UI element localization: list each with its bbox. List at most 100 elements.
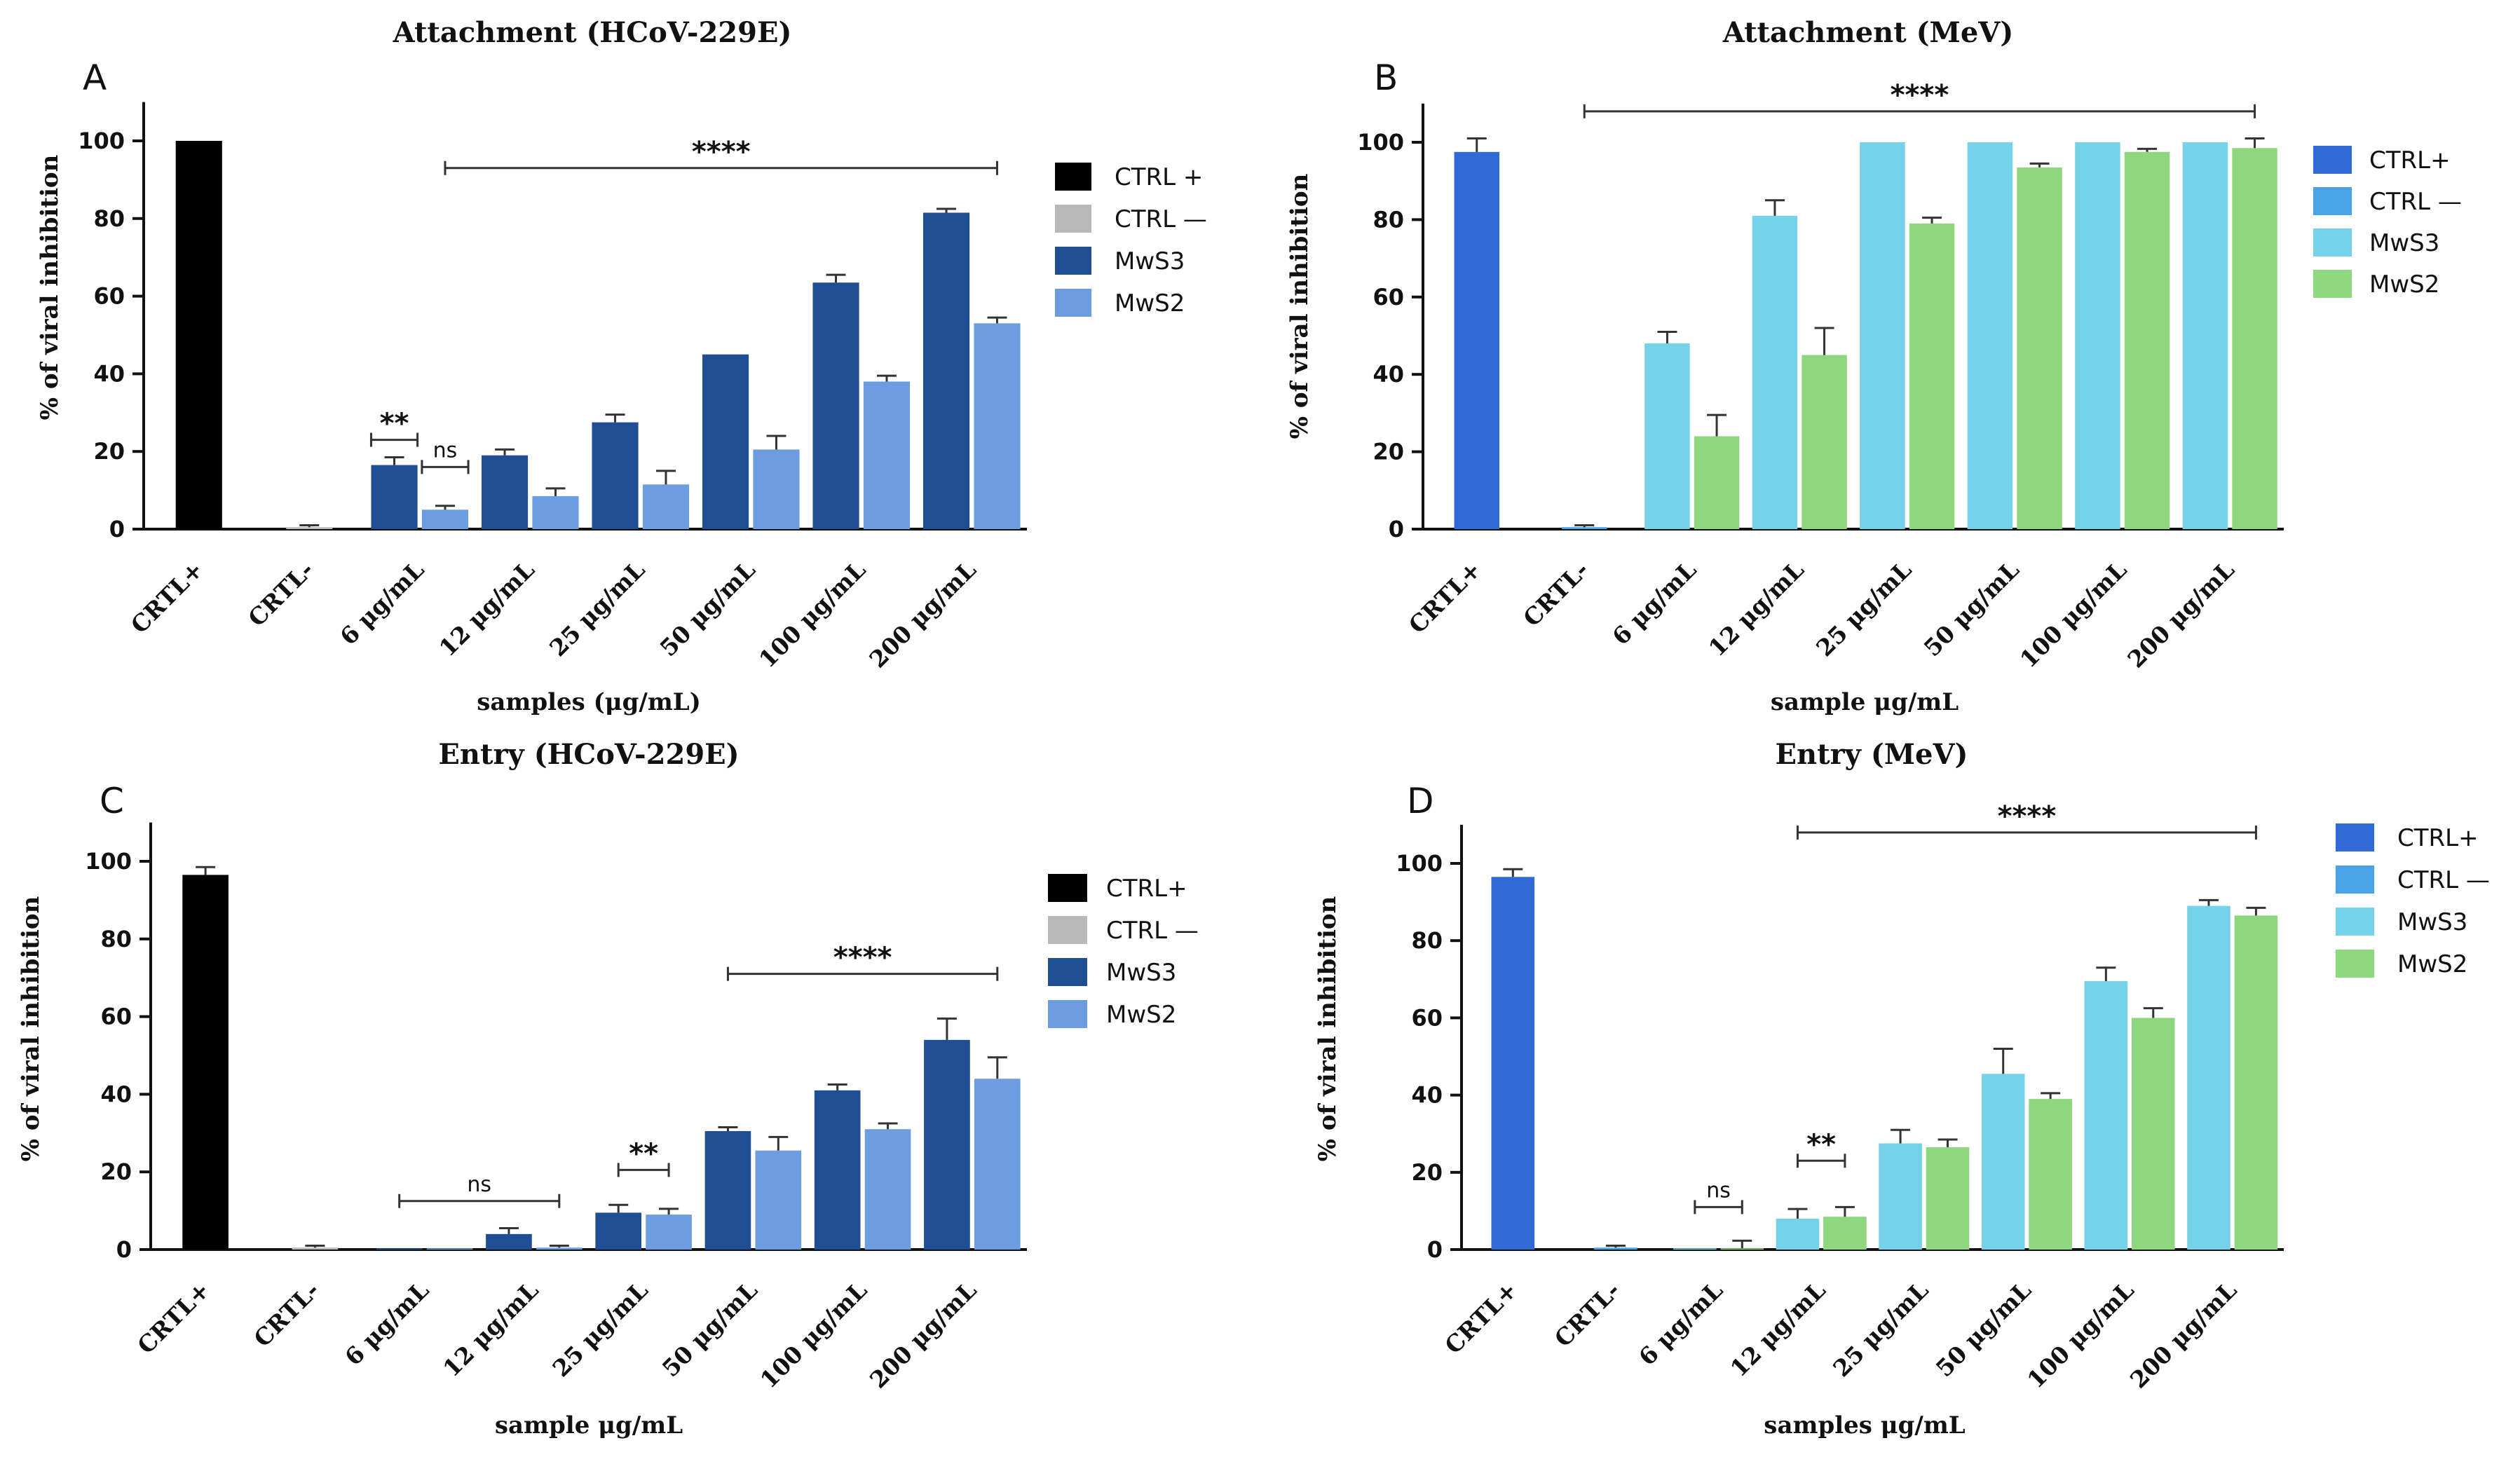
y-tick-label-b: 40 bbox=[1373, 361, 1404, 388]
y-axis-label-b: % of viral inhibition bbox=[1286, 174, 1314, 439]
bar-c-mws2-6 bbox=[864, 1129, 911, 1250]
y-tick-label-d: 20 bbox=[1411, 1159, 1443, 1186]
bar-a-ctrl-0 bbox=[175, 141, 222, 529]
bar-c-mws2-2 bbox=[426, 1248, 473, 1250]
legend-swatch-c bbox=[1048, 1000, 1087, 1028]
y-tick-label-b: 0 bbox=[1389, 516, 1404, 542]
bar-d-mws3-4 bbox=[1879, 1143, 1922, 1250]
bar-d-mws2-2 bbox=[1720, 1248, 1764, 1250]
bar-d-mws3-3 bbox=[1776, 1218, 1820, 1250]
y-tick-label-a: 40 bbox=[93, 360, 125, 387]
y-tick-label-c: 20 bbox=[100, 1158, 132, 1185]
y-tick-label-a: 100 bbox=[78, 128, 125, 154]
y-tick-label-d: 80 bbox=[1411, 927, 1443, 954]
bar-a-mws2-6 bbox=[863, 381, 911, 529]
y-axis-label-d: % of viral inhibition bbox=[1314, 896, 1342, 1162]
legend-swatch-d bbox=[2336, 950, 2374, 978]
bar-b-mws2-3 bbox=[1802, 355, 1847, 529]
bar-d-mws2-4 bbox=[1926, 1147, 1970, 1250]
y-tick-label-d: 0 bbox=[1427, 1236, 1443, 1263]
bar-c-mws3-7 bbox=[924, 1039, 970, 1250]
legend-swatch-a bbox=[1055, 205, 1091, 233]
y-tick-label-c: 40 bbox=[100, 1081, 132, 1107]
bar-a-mws2-3 bbox=[532, 495, 579, 529]
y-tick-label-d: 40 bbox=[1411, 1082, 1443, 1109]
legend-swatch-d bbox=[2336, 823, 2374, 851]
bar-b-mws2-7 bbox=[2232, 148, 2277, 529]
legend-label-d: CTRL+ bbox=[2397, 824, 2479, 852]
y-tick-label-b: 100 bbox=[1357, 129, 1404, 156]
bar-c-mws2-4 bbox=[646, 1215, 692, 1250]
legend-label-a: CTRL — bbox=[1115, 205, 1207, 233]
legend-swatch-a bbox=[1055, 247, 1091, 275]
bar-d-mws3-5 bbox=[1981, 1074, 2025, 1250]
legend-swatch-d bbox=[2336, 908, 2374, 936]
sig-label-a: ns bbox=[433, 438, 458, 463]
x-axis-label-d: samples μg/mL bbox=[1764, 1411, 1966, 1439]
bar-d-ctrl-0 bbox=[1491, 877, 1535, 1250]
legend-swatch-c bbox=[1048, 916, 1087, 944]
bar-c-mws3-6 bbox=[814, 1090, 861, 1250]
bar-c-mws2-7 bbox=[974, 1079, 1021, 1250]
y-tick-label-b: 20 bbox=[1373, 439, 1404, 465]
chart-title-d: Entry (MeV) bbox=[1776, 738, 1968, 771]
bar-b-ctrl-0 bbox=[1454, 151, 1499, 530]
sig-label-d: ** bbox=[1806, 1128, 1836, 1161]
bar-b-mws3-3 bbox=[1752, 215, 1798, 529]
bar-a-ctrl-1 bbox=[286, 527, 333, 529]
y-tick-label-c: 60 bbox=[100, 1004, 132, 1030]
bar-b-mws3-6 bbox=[2075, 142, 2120, 529]
bar-a-mws3-5 bbox=[702, 354, 749, 529]
bar-c-ctrl-1 bbox=[292, 1247, 339, 1250]
sig-label-d: **** bbox=[1998, 800, 2057, 833]
bar-a-mws2-5 bbox=[753, 449, 800, 529]
bar-b-mws2-5 bbox=[2017, 167, 2062, 529]
y-tick-label-c: 80 bbox=[100, 926, 132, 952]
sig-label-b: **** bbox=[1891, 79, 1949, 111]
bar-b-mws2-4 bbox=[1909, 223, 1955, 529]
bar-d-mws3-7 bbox=[2187, 905, 2230, 1250]
bar-b-mws2-2 bbox=[1694, 436, 1740, 529]
bar-c-mws3-2 bbox=[376, 1248, 423, 1250]
bar-c-mws2-3 bbox=[536, 1247, 583, 1250]
legend-label-c: CTRL — bbox=[1106, 917, 1199, 945]
panel-letter-c: C bbox=[100, 781, 124, 821]
y-tick-label-a: 60 bbox=[93, 283, 125, 310]
legend-swatch-d bbox=[2336, 866, 2374, 894]
bar-a-mws3-3 bbox=[481, 455, 529, 529]
y-tick-label-a: 80 bbox=[93, 205, 125, 232]
bar-a-mws2-2 bbox=[421, 509, 469, 529]
bar-b-mws3-5 bbox=[1967, 142, 2013, 529]
chart-title-c: Entry (HCoV-229E) bbox=[438, 738, 739, 771]
bar-a-mws3-4 bbox=[592, 422, 639, 529]
chart-title-a: Attachment (HCoV-229E) bbox=[393, 16, 792, 49]
x-axis-label-b: sample μg/mL bbox=[1771, 688, 1959, 716]
y-tick-label-b: 60 bbox=[1373, 284, 1404, 310]
bar-d-mws2-7 bbox=[2234, 915, 2278, 1250]
legend-label-b: CTRL — bbox=[2369, 188, 2462, 216]
bar-c-mws3-3 bbox=[486, 1233, 532, 1250]
y-tick-label-d: 60 bbox=[1411, 1004, 1443, 1031]
legend-label-d: MwS2 bbox=[2397, 950, 2467, 978]
x-axis-label-c: sample μg/mL bbox=[495, 1411, 683, 1439]
legend-swatch-a bbox=[1055, 163, 1091, 191]
panel-letter-a: A bbox=[83, 57, 107, 98]
chart-title-b: Attachment (MeV) bbox=[1722, 16, 2014, 49]
y-tick-label-a: 20 bbox=[93, 438, 125, 465]
y-tick-label-a: 0 bbox=[109, 516, 125, 542]
sig-label-c: ** bbox=[629, 1137, 658, 1170]
y-tick-label-b: 80 bbox=[1373, 206, 1404, 233]
bar-b-mws3-4 bbox=[1860, 142, 1905, 529]
bar-b-ctrl-1 bbox=[1562, 527, 1607, 529]
legend-label-d: CTRL — bbox=[2397, 866, 2490, 894]
bar-d-mws2-3 bbox=[1823, 1217, 1867, 1250]
legend-label-c: MwS2 bbox=[1106, 1001, 1176, 1029]
bar-b-mws2-6 bbox=[2124, 151, 2170, 530]
sig-label-a: **** bbox=[692, 136, 751, 168]
legend-swatch-b bbox=[2313, 228, 2352, 256]
bar-a-mws3-2 bbox=[371, 465, 418, 529]
bar-d-ctrl-1 bbox=[1594, 1247, 1637, 1250]
bar-d-mws2-5 bbox=[2029, 1099, 2072, 1250]
sig-label-c: ns bbox=[467, 1172, 491, 1197]
legend-label-a: CTRL + bbox=[1115, 163, 1203, 191]
